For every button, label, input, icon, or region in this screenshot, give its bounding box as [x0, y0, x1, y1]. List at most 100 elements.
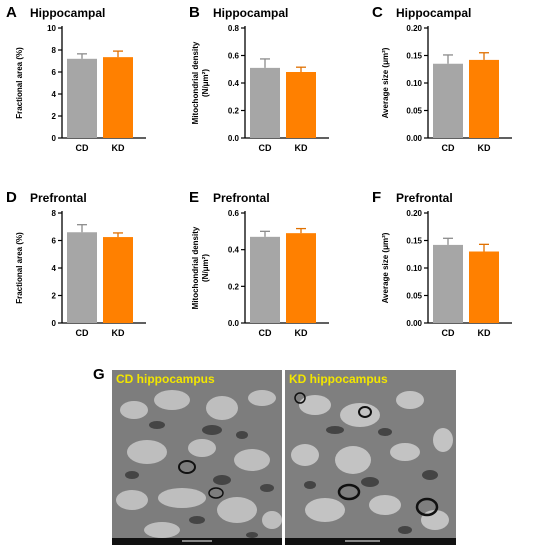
y-tick-label: 0.20 — [406, 209, 422, 218]
y-tick-label: 0.6 — [228, 52, 240, 61]
y-axis-label: Mitochondrial density (N/μm²) — [191, 226, 210, 309]
y-axis-label-line: (N/μm²) — [201, 254, 210, 282]
cd-micrograph-image — [112, 370, 282, 545]
x-tick-label-cd: CD — [442, 143, 455, 153]
x-tick-label-kd: KD — [112, 143, 125, 153]
kd-hippocampus-label: KD hippocampus — [289, 372, 388, 386]
bar-cd — [250, 236, 280, 323]
y-tick-label: 0 — [52, 319, 57, 328]
y-tick-label: 0.05 — [406, 292, 422, 301]
bar-kd — [469, 59, 499, 138]
y-tick-label: 2 — [52, 292, 57, 301]
micrograph-figure: CD hippocampus KD hippocampus — [112, 370, 456, 545]
bar-kd — [469, 251, 499, 323]
bar-kd — [103, 57, 133, 138]
y-tick-label: 0.20 — [406, 24, 422, 33]
panel-title: Prefrontal — [30, 191, 87, 205]
y-tick-label: 8 — [52, 209, 57, 218]
y-tick-label: 4 — [52, 90, 57, 99]
y-tick-label: 0.15 — [406, 237, 422, 246]
y-tick-label: 0.2 — [228, 282, 240, 291]
bar-cd — [67, 232, 97, 323]
panel-letter-E: E — [189, 189, 200, 206]
y-tick-label: 6 — [52, 237, 57, 246]
chart-panel-f: F Prefrontal Average size (μm²) 0.00 0.05 0.1… — [366, 185, 543, 365]
bar-cd — [67, 58, 97, 138]
bar-kd — [103, 237, 133, 323]
y-tick-label: 0.0 — [228, 134, 240, 143]
y-tick-label: 0.2 — [228, 107, 240, 116]
panel-title: Hippocampal — [396, 6, 472, 20]
y-axis-label: Fractional area (%) — [15, 232, 24, 304]
chart-panel-a: A Hippocampal Fractional area (%) 0 2 4 6 8 10 CD… — [0, 0, 177, 180]
panel-letter-G: G — [93, 366, 105, 383]
y-axis-label: Fractional area (%) — [15, 47, 24, 119]
y-tick-label: 0 — [52, 134, 57, 143]
panel-title: Hippocampal — [30, 6, 106, 20]
y-axis-label-line: Fractional area (%) — [15, 232, 24, 304]
chart-panel-b: B Hippocampal Mitochondrial density (N/μm²)… — [183, 0, 360, 180]
y-tick-label: 0.00 — [406, 134, 422, 143]
bar-chart-b: Mitochondrial density (N/μm²) 0.0 0.2 0.4 0.6… — [191, 24, 329, 153]
bar-chart-c: Average size (μm²) 0.00 0.05 0.10 0.15 0.20 CD… — [381, 24, 512, 153]
kd-micrograph: KD hippocampus — [285, 370, 456, 545]
panel-title: Hippocampal — [213, 6, 289, 20]
bar-chart-d: Fractional area (%) 0 2 4 6 8 CD KD — [15, 209, 146, 338]
bar-kd — [286, 72, 316, 138]
x-tick-label-cd: CD — [76, 328, 89, 338]
y-tick-label: 4 — [52, 264, 57, 273]
y-tick-label: 0.6 — [228, 209, 240, 218]
y-tick-label: 2 — [52, 112, 57, 121]
y-tick-label: 0.05 — [406, 107, 422, 116]
panel-letter-F: F — [372, 189, 382, 206]
bar-cd — [433, 63, 463, 138]
bar-cd — [250, 67, 280, 138]
y-axis-label: Average size (μm²) — [381, 47, 390, 118]
y-tick-label: 0.4 — [228, 79, 240, 88]
x-tick-label-cd: CD — [259, 143, 272, 153]
x-tick-label-kd: KD — [478, 143, 491, 153]
y-axis-label: Mitochondrial density (N/μm²) — [191, 41, 210, 124]
y-tick-label: 0.15 — [406, 52, 422, 61]
bar-kd — [286, 233, 316, 323]
y-axis-label-line: Fractional area (%) — [15, 47, 24, 119]
chart-panel-c: C Hippocampal Average size (μm²) 0.00 0.05 0.… — [366, 0, 543, 180]
panel-letter-A: A — [6, 4, 17, 21]
panel-title: Prefrontal — [396, 191, 453, 205]
panel-letter-B: B — [189, 4, 200, 21]
x-tick-label-kd: KD — [295, 328, 308, 338]
panel-letter-D: D — [6, 189, 17, 206]
chart-panel-e: E Prefrontal Mitochondrial density (N/μm²) 0… — [183, 185, 360, 365]
x-tick-label-cd: CD — [259, 328, 272, 338]
y-tick-label: 0.00 — [406, 319, 422, 328]
y-axis-label-line: (N/μm²) — [201, 69, 210, 97]
kd-micrograph-image — [285, 370, 456, 545]
bar-chart-f: Average size (μm²) 0.00 0.05 0.10 0.15 0.20 CD… — [381, 209, 512, 338]
x-tick-label-cd: CD — [442, 328, 455, 338]
chart-panel-d: D Prefrontal Fractional area (%) 0 2 4 6 8 CD KD — [0, 185, 177, 365]
y-axis-label: Average size (μm²) — [381, 232, 390, 303]
y-tick-label: 10 — [47, 24, 56, 33]
x-tick-label-cd: CD — [76, 143, 89, 153]
bar-chart-e: Mitochondrial density (N/μm²) 0.0 0.2 0.4 0.6… — [191, 209, 329, 338]
cd-micrograph: CD hippocampus — [112, 370, 282, 545]
y-axis-label-line: Average size (μm²) — [381, 47, 390, 118]
y-tick-label: 0.8 — [228, 24, 240, 33]
cd-hippocampus-label: CD hippocampus — [116, 372, 215, 386]
panel-title: Prefrontal — [213, 191, 270, 205]
y-tick-label: 0.10 — [406, 264, 422, 273]
bar-cd — [433, 244, 463, 323]
y-tick-label: 6 — [52, 68, 57, 77]
y-tick-label: 0.4 — [228, 246, 240, 255]
x-tick-label-kd: KD — [295, 143, 308, 153]
y-axis-label-line: Mitochondrial density — [191, 226, 200, 309]
y-tick-label: 0.10 — [406, 79, 422, 88]
y-tick-label: 0.0 — [228, 319, 240, 328]
x-tick-label-kd: KD — [112, 328, 125, 338]
y-tick-label: 8 — [52, 46, 57, 55]
panel-letter-C: C — [372, 4, 383, 21]
y-axis-label-line: Mitochondrial density — [191, 41, 200, 124]
y-axis-label-line: Average size (μm²) — [381, 232, 390, 303]
bar-chart-a: Fractional area (%) 0 2 4 6 8 10 CD KD — [15, 24, 146, 153]
x-tick-label-kd: KD — [478, 328, 491, 338]
